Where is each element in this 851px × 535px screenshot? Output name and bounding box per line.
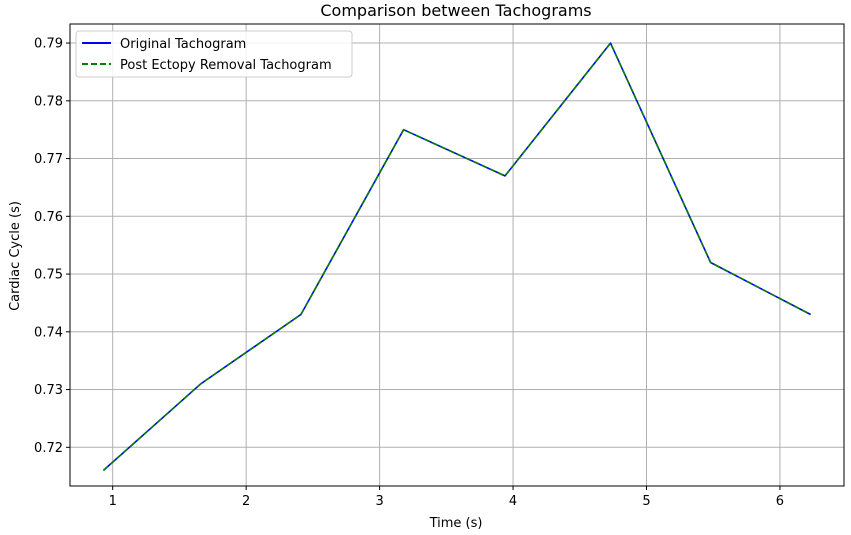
y-tick-label: 0.78: [34, 94, 63, 109]
x-tick-label: 2: [242, 494, 250, 509]
x-tick-label: 1: [109, 494, 117, 509]
x-tick-label: 5: [642, 494, 650, 509]
plot-frame: [69, 23, 845, 487]
legend-label-post-ectopy: Post Ectopy Removal Tachogram: [120, 58, 332, 73]
y-tick-label: 0.75: [34, 268, 63, 283]
y-tick-label: 0.73: [34, 383, 63, 398]
y-axis-title: Cardiac Cycle (s): [8, 201, 23, 311]
legend-box: [75, 30, 353, 78]
chart-title: Comparison between Tachograms: [320, 1, 591, 20]
series-line-post-ectopy: [102, 42, 811, 471]
series-line-original: [102, 42, 811, 471]
y-tick-label: 0.76: [34, 210, 63, 225]
x-tick-label: 3: [375, 494, 383, 509]
legend-label-original: Original Tachogram: [120, 37, 246, 52]
ticks: 1 2 3 4 5 6 0.72 0.73 0.74 0.75 0.76 0.77 0.78 0.79: [34, 37, 784, 509]
grid: [70, 24, 844, 486]
series-layer: [102, 42, 811, 471]
x-tick-label: 6: [776, 494, 784, 509]
x-tick-label: 4: [509, 494, 517, 509]
y-tick-label: 0.72: [34, 441, 63, 456]
y-tick-label: 0.77: [34, 152, 63, 167]
y-tick-label: 0.74: [34, 325, 63, 340]
legend: Original Tachogram Post Ectopy Removal T…: [75, 30, 353, 78]
x-axis-title: Time (s): [429, 516, 483, 531]
y-tick-label: 0.79: [34, 37, 63, 52]
